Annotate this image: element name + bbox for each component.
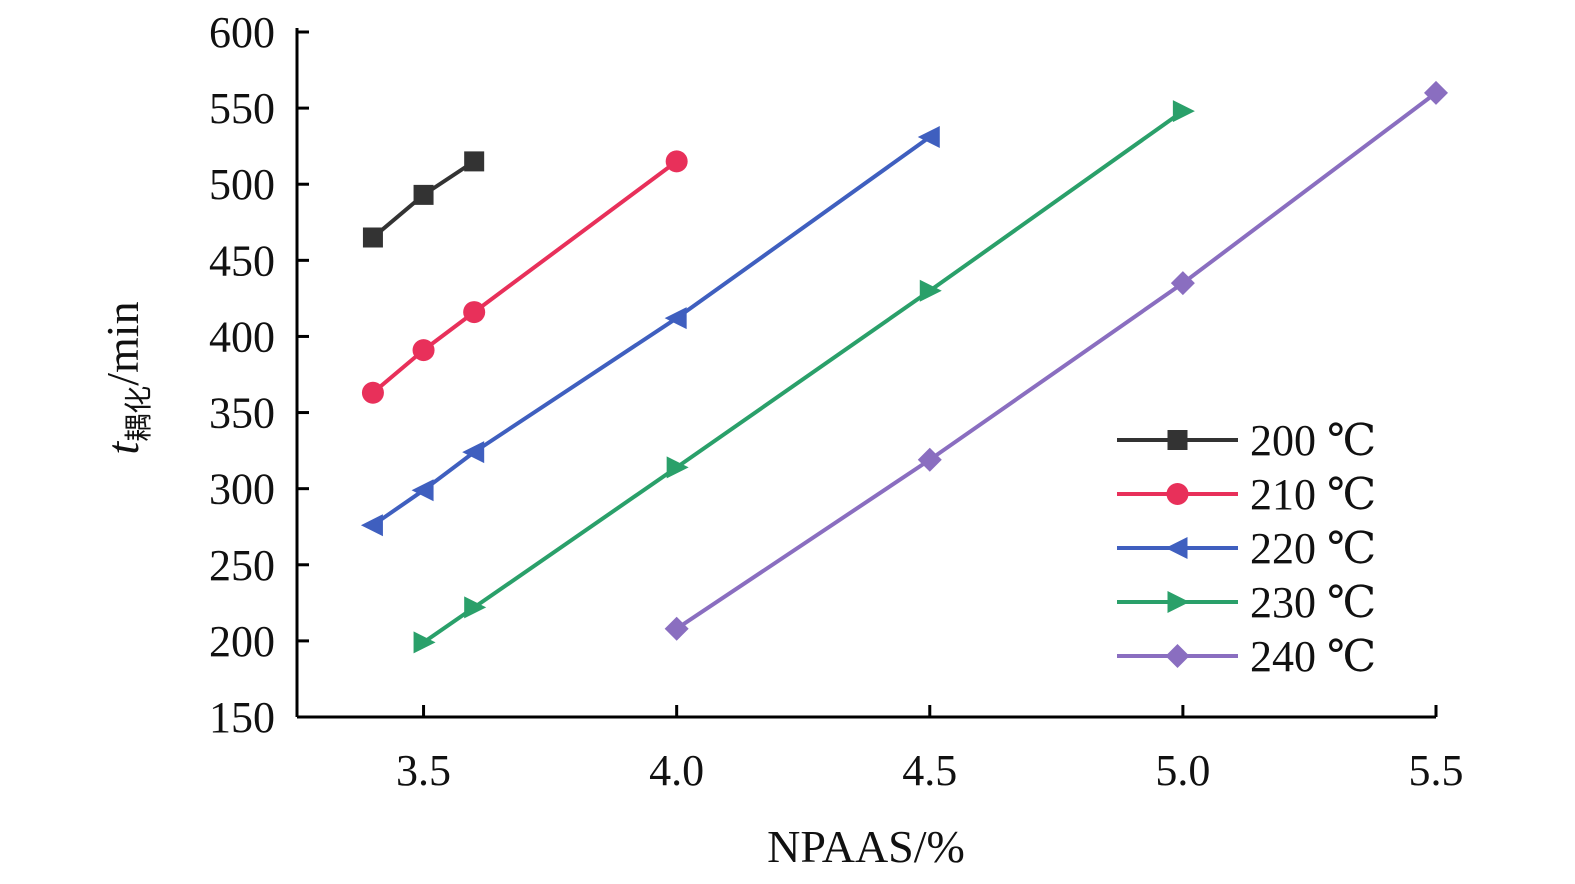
y-tick-label: 150: [209, 693, 275, 742]
x-tick-label: 3.5: [396, 746, 451, 795]
y-tick-label: 600: [209, 8, 275, 57]
y-tick-label: 450: [209, 236, 275, 285]
legend-item-5: 240 ℃: [1117, 632, 1376, 681]
legend: 200 ℃ 210 ℃ 220 ℃ 230 ℃ 240 ℃: [1117, 416, 1376, 681]
series-1: [362, 151, 485, 248]
y-tick-label: 200: [209, 617, 275, 666]
legend-marker: [1167, 591, 1190, 613]
data-point: [411, 479, 434, 502]
legend-label: 200 ℃: [1250, 416, 1376, 465]
data-point: [462, 441, 485, 464]
series-line: [675, 91, 1438, 631]
legend-marker: [1166, 483, 1189, 505]
data-point: [664, 307, 687, 330]
series-5: [664, 80, 1448, 641]
y-axis-label-unit: /min: [97, 301, 148, 385]
series-3: [360, 126, 940, 537]
data-point: [664, 616, 689, 641]
data-point: [464, 596, 487, 619]
legend-label: 230 ℃: [1250, 578, 1376, 627]
x-tick-label: 5.0: [1155, 746, 1210, 795]
data-point: [362, 227, 383, 248]
data-point: [360, 514, 383, 537]
y-tick-label: 400: [209, 312, 275, 361]
x-tick-label: 4.5: [902, 746, 957, 795]
legend-marker: [1165, 644, 1190, 668]
data-point: [413, 631, 436, 654]
legend-item-2: 210 ℃: [1117, 470, 1376, 519]
data-point: [412, 339, 435, 362]
legend-marker: [1167, 430, 1188, 450]
data-point: [1172, 100, 1195, 123]
y-tick-label: 300: [209, 465, 275, 514]
data-point: [464, 151, 485, 172]
series-line: [371, 159, 678, 395]
series-layer: [360, 80, 1448, 654]
x-tick-label: 4.0: [649, 746, 704, 795]
y-tick-label: 250: [209, 541, 275, 590]
axes: 150 200 250 300 350 400 450 500 550 600 3.5 4.0 4.5 5…: [209, 8, 1464, 795]
y-axis-label-subscript: 耦化: [122, 386, 155, 442]
x-axis-label: NPAAS/%: [767, 821, 965, 872]
y-axis-label-symbol: t: [97, 441, 148, 455]
series-line: [422, 109, 1185, 645]
data-point: [1424, 80, 1448, 105]
legend-item-4: 230 ℃: [1117, 578, 1376, 627]
data-point: [919, 279, 942, 302]
series-line: [371, 135, 931, 527]
data-point: [361, 381, 384, 404]
legend-item-1: 200 ℃: [1117, 416, 1376, 465]
legend-label: 220 ℃: [1250, 524, 1376, 573]
series-2: [361, 150, 688, 404]
data-point: [463, 301, 486, 324]
x-tick-label: 5.5: [1409, 746, 1464, 795]
data-point: [665, 150, 688, 173]
svg-text:t耦化/min: t耦化/min: [97, 301, 155, 454]
data-point: [413, 184, 434, 205]
legend-label: 240 ℃: [1250, 632, 1376, 681]
legend-marker: [1165, 537, 1188, 559]
data-point: [917, 447, 942, 472]
data-point: [666, 456, 689, 479]
data-point: [917, 126, 940, 149]
y-axis-label: t耦化/min: [97, 301, 155, 454]
data-point: [1170, 271, 1195, 296]
y-tick-label: 350: [209, 389, 275, 438]
y-tick-label: 550: [209, 84, 275, 133]
series-4: [413, 100, 1195, 654]
legend-label: 210 ℃: [1250, 470, 1376, 519]
y-tick-label: 500: [209, 160, 275, 209]
legend-item-3: 220 ℃: [1117, 524, 1376, 573]
